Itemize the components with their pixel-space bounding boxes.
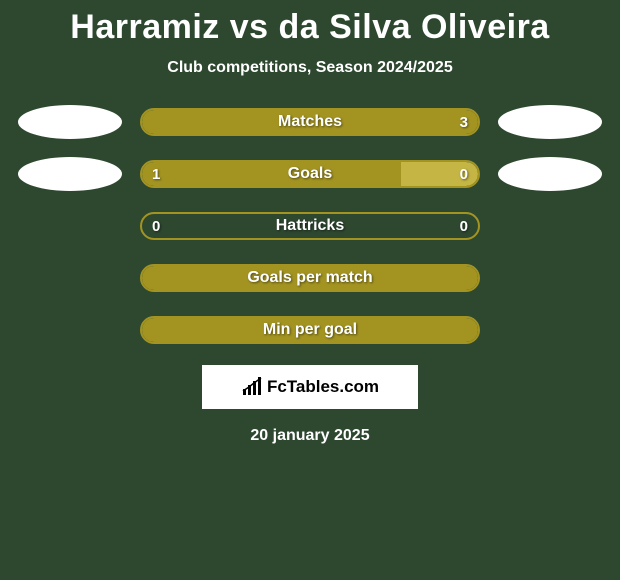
brand-box: FcTables.com <box>202 365 418 409</box>
date-line: 20 january 2025 <box>0 427 620 445</box>
stat-bar: 1Goals0 <box>140 160 480 188</box>
stat-row: Goals per match <box>0 261 620 295</box>
stat-label: Min per goal <box>142 318 478 342</box>
player-right-oval <box>498 105 602 139</box>
stat-value-right: 0 <box>460 214 468 238</box>
stat-label: Hattricks <box>142 214 478 238</box>
stat-bar: Goals per match <box>140 264 480 292</box>
stat-value-right: 3 <box>460 110 468 134</box>
stat-value-right: 0 <box>460 162 468 186</box>
stat-bar: 0Hattricks0 <box>140 212 480 240</box>
player-right-oval <box>498 261 602 295</box>
bar-chart-icon <box>241 377 263 397</box>
page-title: Harramiz vs da Silva Oliveira <box>0 8 620 47</box>
stat-row: Min per goal <box>0 313 620 347</box>
player-left-oval <box>18 157 122 191</box>
stat-rows: Matches31Goals00Hattricks0Goals per matc… <box>0 105 620 347</box>
stat-label: Goals per match <box>142 266 478 290</box>
stat-bar: Matches3 <box>140 108 480 136</box>
stat-row: 1Goals0 <box>0 157 620 191</box>
player-left-oval <box>18 209 122 243</box>
stat-label: Goals <box>142 162 478 186</box>
stat-row: 0Hattricks0 <box>0 209 620 243</box>
subtitle: Club competitions, Season 2024/2025 <box>0 59 620 77</box>
stat-bar: Min per goal <box>140 316 480 344</box>
stat-label: Matches <box>142 110 478 134</box>
player-right-oval <box>498 313 602 347</box>
player-right-oval <box>498 157 602 191</box>
stat-row: Matches3 <box>0 105 620 139</box>
player-right-oval <box>498 209 602 243</box>
player-left-oval <box>18 105 122 139</box>
comparison-widget: Harramiz vs da Silva Oliveira Club compe… <box>0 0 620 445</box>
player-left-oval <box>18 261 122 295</box>
brand-text: FcTables.com <box>267 377 379 397</box>
player-left-oval <box>18 313 122 347</box>
